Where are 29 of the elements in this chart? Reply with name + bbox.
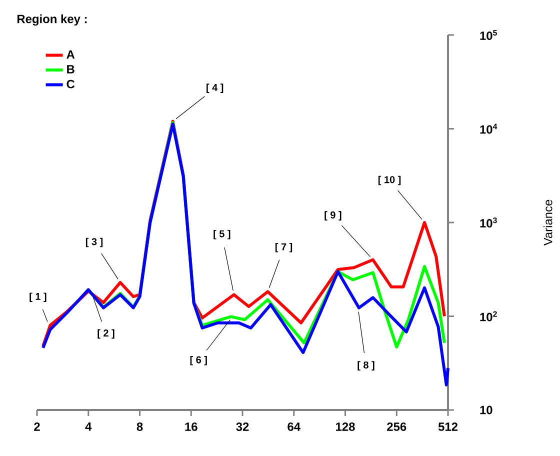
x-tick-label: 256 bbox=[387, 422, 406, 431]
annotation: [ 4 ] bbox=[206, 84, 224, 93]
legend-label: A bbox=[66, 50, 75, 59]
annotation: [ 10 ] bbox=[378, 176, 401, 186]
y-axis-title: Variance bbox=[544, 200, 552, 246]
x-tick-label: 2 bbox=[34, 422, 40, 431]
legend-title: Region key : bbox=[17, 14, 87, 26]
y-tick-label: 10$^{4}$ bbox=[480, 124, 498, 134]
x-tick-label: 4 bbox=[85, 422, 92, 431]
annotation: [ 7 ] bbox=[275, 243, 292, 252]
y-tick-label: 10 bbox=[480, 406, 492, 414]
x-tick-label: 64 bbox=[288, 422, 300, 431]
annotation: [ 6 ] bbox=[190, 356, 207, 366]
x-tick-label: 16 bbox=[185, 422, 198, 431]
annotation: [ 5 ] bbox=[214, 230, 230, 240]
annotation: [ 1 ] bbox=[30, 292, 46, 302]
x-tick-label: 512 bbox=[438, 422, 458, 431]
y-tick-label: 10$^{3}$ bbox=[480, 217, 497, 228]
x-tick-label: 128 bbox=[336, 422, 355, 431]
annotation: [ 8 ] bbox=[358, 361, 374, 370]
y-tick-label: 10$^{2}$ bbox=[480, 311, 497, 322]
legend-label: B bbox=[67, 65, 74, 74]
legend-label: C bbox=[66, 80, 75, 88]
y-tick-label: 10$^{5}$ bbox=[480, 30, 497, 40]
annotation: [ 9 ] bbox=[324, 211, 342, 220]
annotation: [ 2 ] bbox=[98, 329, 114, 339]
x-tick-label: 32 bbox=[236, 422, 249, 431]
annotation: [ 3 ] bbox=[86, 238, 103, 248]
x-tick-label: 8 bbox=[136, 422, 143, 431]
